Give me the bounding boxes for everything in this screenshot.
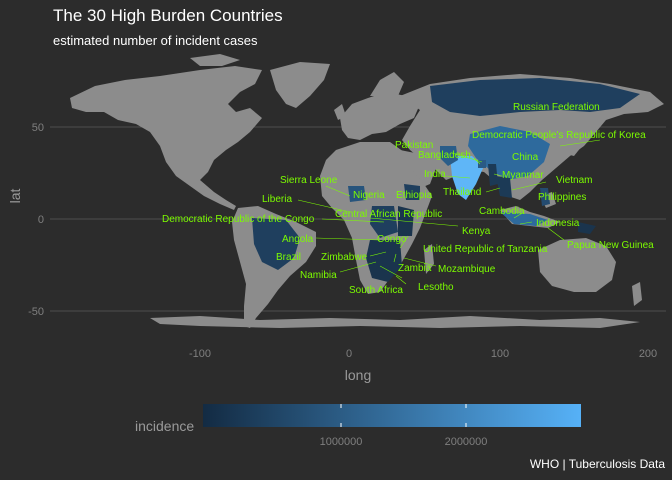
country-label: Pakistan [395,140,433,151]
country-labels: Russian Federation Democratic People's R… [162,102,654,296]
country-label: Myanmar [502,170,544,181]
country-label: Philippines [538,192,586,203]
region-ethiopia [404,184,420,200]
chart-subtitle: estimated number of incident cases [53,33,258,48]
country-label: Kenya [462,226,491,237]
country-label: Indonesia [536,218,580,229]
y-tick-label: 50 [32,122,44,134]
y-tick-label: 0 [38,214,44,226]
country-label: Democratic People's Republic of Korea [472,130,646,141]
region-myanmar [488,164,498,186]
country-label: Zimbabwe [321,252,368,263]
country-label: China [512,152,539,163]
region-philippines [540,188,550,206]
region-se-asia [496,176,512,198]
region-brazil [252,218,300,270]
x-axis: -100 0 100 200 long [189,348,657,383]
country-label: India [424,169,446,180]
country-label: Angola [282,234,314,245]
high-burden-regions [252,78,640,282]
region-pakistan [440,146,458,166]
country-label: Democratic Republic of the Congo [162,214,315,225]
x-tick-label: 100 [491,348,509,360]
caption: WHO | Tuberculosis Data [529,457,665,471]
y-axis: 50 0 -50 lat [7,122,44,318]
region-russia [430,78,640,116]
chart-title: The 30 High Burden Countries [53,6,283,25]
y-tick-label: -50 [28,306,44,318]
region-png [578,222,596,234]
country-label: Brazil [276,252,301,263]
x-tick-label: 0 [346,348,352,360]
x-tick-label: 200 [639,348,657,360]
legend-colorbar [203,404,581,427]
region-nigeria [348,186,366,202]
x-axis-title: long [345,367,371,383]
country-label: Bangladesh [418,150,471,161]
x-tick-label: -100 [189,348,211,360]
legend-tick-label: 2000000 [445,436,488,448]
country-label: Sierra Leone [280,175,338,186]
country-label: Cambodia [479,206,525,217]
country-label: Congo [377,234,407,245]
country-label: Central African Republic [335,209,442,220]
country-label: Russian Federation [513,102,600,113]
country-label: South Africa [349,285,403,296]
country-label: Thailand [443,187,481,198]
country-label: Mozambique [438,264,496,275]
country-label: Nigeria [353,190,385,201]
region-southern-africa [366,240,402,282]
country-label: Papua New Guinea [567,240,654,251]
country-label: Liberia [262,194,292,205]
country-label: Namibia [300,270,337,281]
y-axis-title: lat [7,189,23,204]
legend: incidence 1000000 2000000 [135,404,581,448]
legend-title: incidence [135,418,194,434]
legend-tick-label: 1000000 [320,436,363,448]
region-indonesia [500,212,548,226]
country-label: Lesotho [418,282,454,293]
country-label: Ethiopia [396,190,433,201]
region-bangladesh [478,160,486,168]
label-leader-lines [297,139,601,285]
country-label: United Republic of Tanzania [423,244,548,255]
country-label: Zambia [398,263,432,274]
country-label: Vietnam [556,175,593,186]
